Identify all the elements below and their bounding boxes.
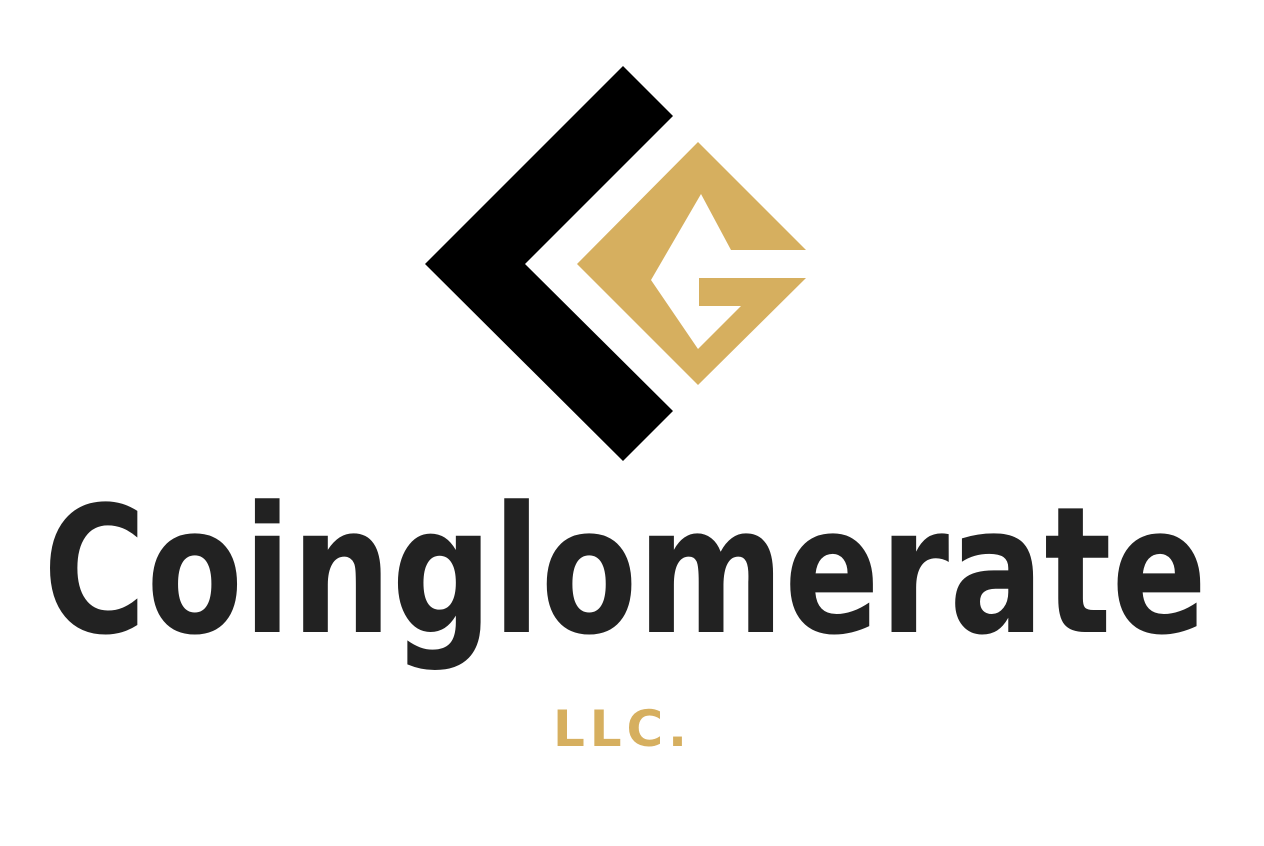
gold-diamond-g — [577, 142, 806, 385]
company-name: Coinglomerate — [43, 469, 1207, 674]
company-suffix: LLC. — [553, 700, 687, 758]
black-chevron — [425, 66, 673, 461]
